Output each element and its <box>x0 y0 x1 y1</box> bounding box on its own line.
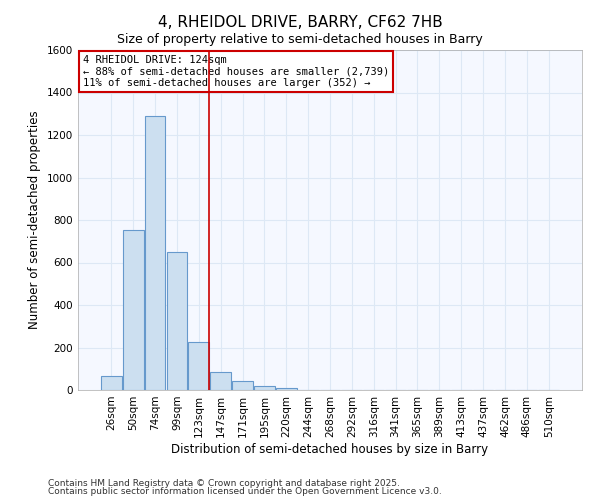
Bar <box>188 342 209 390</box>
Text: 4 RHEIDOL DRIVE: 124sqm
← 88% of semi-detached houses are smaller (2,739)
11% of: 4 RHEIDOL DRIVE: 124sqm ← 88% of semi-de… <box>83 55 389 88</box>
Bar <box>232 381 253 390</box>
Text: 4, RHEIDOL DRIVE, BARRY, CF62 7HB: 4, RHEIDOL DRIVE, BARRY, CF62 7HB <box>158 15 442 30</box>
Text: Contains public sector information licensed under the Open Government Licence v3: Contains public sector information licen… <box>48 487 442 496</box>
Bar <box>145 116 166 390</box>
Bar <box>210 372 231 390</box>
Text: Size of property relative to semi-detached houses in Barry: Size of property relative to semi-detach… <box>117 32 483 46</box>
Bar <box>123 230 143 390</box>
Bar <box>276 388 296 390</box>
Bar <box>254 386 275 390</box>
X-axis label: Distribution of semi-detached houses by size in Barry: Distribution of semi-detached houses by … <box>172 442 488 456</box>
Bar <box>167 252 187 390</box>
Y-axis label: Number of semi-detached properties: Number of semi-detached properties <box>28 110 41 330</box>
Bar <box>101 376 122 390</box>
Text: Contains HM Land Registry data © Crown copyright and database right 2025.: Contains HM Land Registry data © Crown c… <box>48 478 400 488</box>
